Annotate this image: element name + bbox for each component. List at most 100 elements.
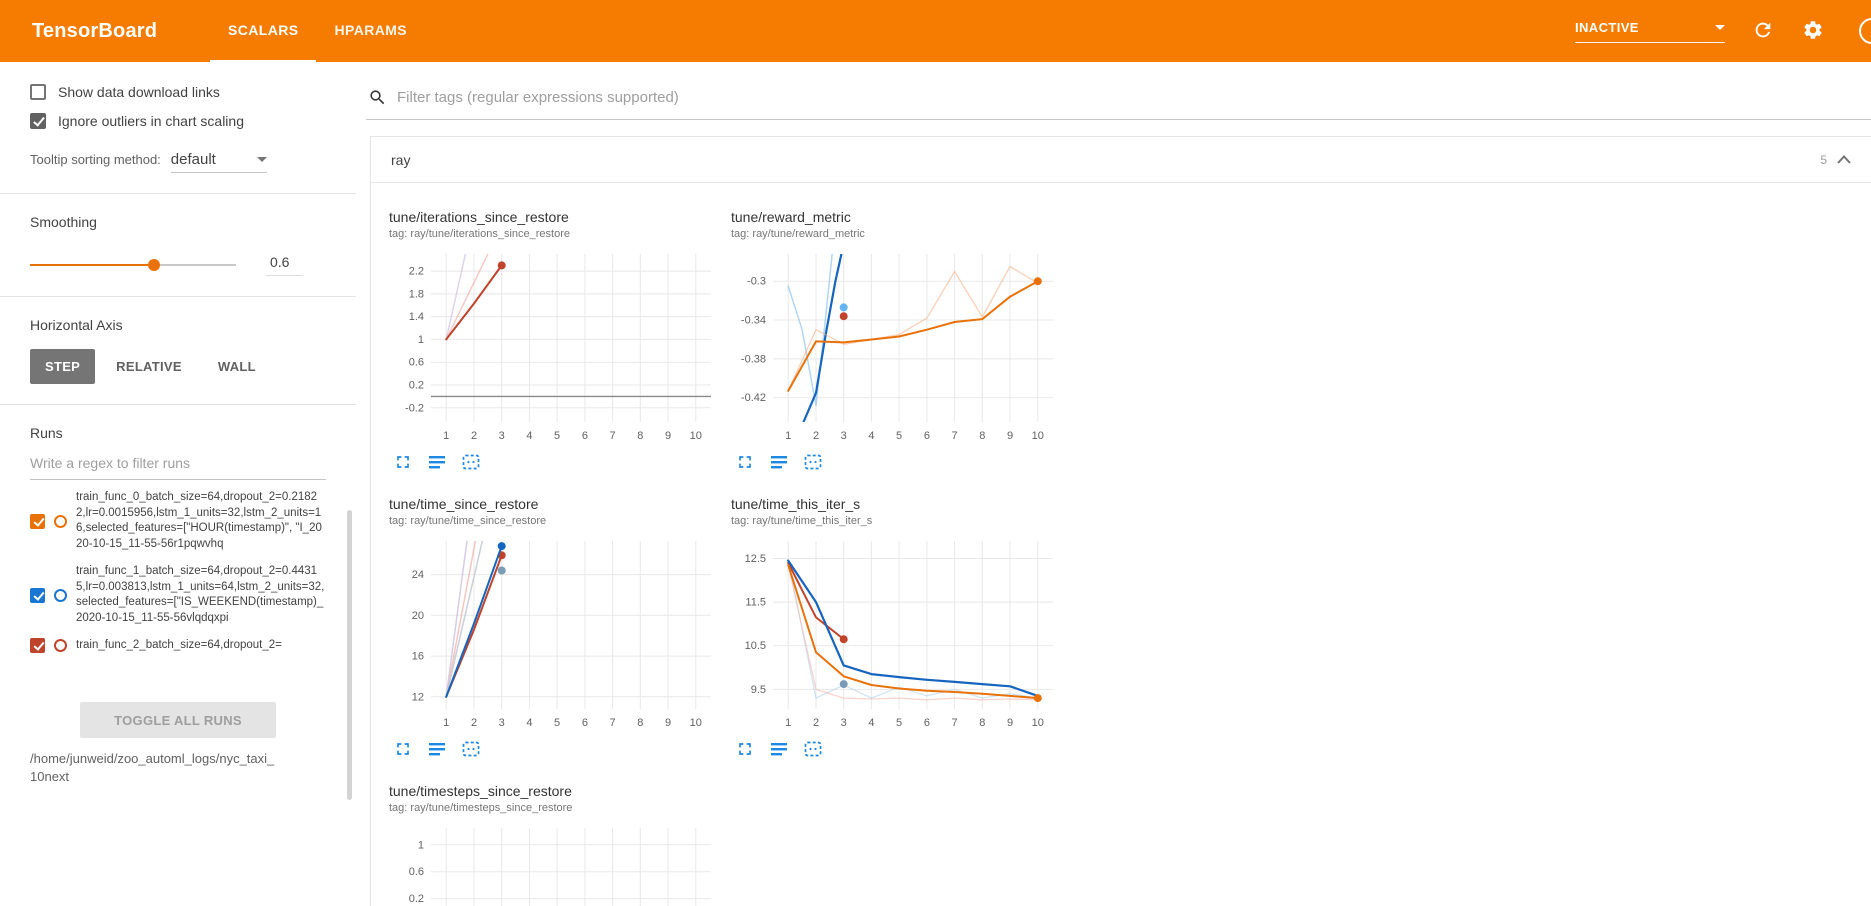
expand-chart-button[interactable] xyxy=(393,452,413,472)
svg-text:2: 2 xyxy=(471,717,477,729)
toggle-all-runs-button[interactable]: TOGGLE ALL RUNS xyxy=(80,702,276,738)
run-selector-button[interactable] xyxy=(769,452,789,472)
svg-text:7: 7 xyxy=(952,717,958,729)
axis-relative-button[interactable]: RELATIVE xyxy=(101,349,197,384)
search-icon xyxy=(370,90,385,105)
chart-card: tune/time_this_iter_s tag: ray/tune/time… xyxy=(731,496,1073,759)
sidebar-scrollbar[interactable] xyxy=(347,510,352,800)
chart-tag: tag: ray/tune/time_since_restore xyxy=(389,515,547,527)
tab-bar: SCALARS HPARAMS xyxy=(210,0,425,62)
run-checkbox-icon[interactable] xyxy=(30,587,45,603)
svg-text:-0.3: -0.3 xyxy=(747,276,766,288)
chevron-up-icon[interactable] xyxy=(1837,155,1851,164)
horizontal-axis-buttons: STEP RELATIVE WALL xyxy=(30,349,326,384)
svg-text:10: 10 xyxy=(690,717,702,729)
run-item[interactable]: train_func_2_batch_size=64,dropout_2= xyxy=(30,638,326,654)
tag-filter-input[interactable] xyxy=(397,89,1871,106)
svg-text:-0.34: -0.34 xyxy=(741,315,766,327)
svg-text:4: 4 xyxy=(526,430,532,442)
run-selector-button[interactable] xyxy=(769,739,789,759)
svg-text:3: 3 xyxy=(499,430,505,442)
svg-text:9: 9 xyxy=(665,430,671,442)
fit-domain-button[interactable] xyxy=(803,452,823,472)
tab-scalars[interactable]: SCALARS xyxy=(210,0,317,62)
svg-text:9: 9 xyxy=(665,717,671,729)
show-download-links-checkbox[interactable]: Show data download links xyxy=(30,84,326,100)
ray-section-header[interactable]: ray 5 xyxy=(371,137,1871,183)
expand-chart-button[interactable] xyxy=(393,739,413,759)
chart-actions xyxy=(731,739,1073,759)
run-radio-icon[interactable] xyxy=(54,588,67,602)
svg-text:12.5: 12.5 xyxy=(745,553,766,565)
tooltip-sorting-select[interactable]: default xyxy=(170,151,267,173)
svg-text:1.4: 1.4 xyxy=(409,311,424,323)
charts-grid: tune/iterations_since_restore tag: ray/t… xyxy=(371,183,1411,906)
chart-card: tune/reward_metric tag: ray/tune/reward_… xyxy=(731,209,1073,472)
expand-chart-button[interactable] xyxy=(735,452,755,472)
smoothing-value[interactable]: 0.6 xyxy=(266,254,304,276)
svg-text:5: 5 xyxy=(896,430,902,442)
refresh-button[interactable] xyxy=(1751,19,1775,43)
run-selector-button[interactable] xyxy=(427,452,447,472)
reload-status-select[interactable]: INACTIVE xyxy=(1575,20,1725,43)
chart-card: tune/timesteps_since_restore tag: ray/tu… xyxy=(389,783,731,906)
axis-wall-button[interactable]: WALL xyxy=(203,349,271,384)
tab-hparams[interactable]: HPARAMS xyxy=(334,22,408,38)
run-item[interactable]: train_func_1_batch_size=64,dropout_2=0.4… xyxy=(30,564,326,626)
chart-tag: tag: ray/tune/timesteps_since_restore xyxy=(389,802,573,814)
lines-icon xyxy=(429,456,445,469)
svg-text:2.2: 2.2 xyxy=(409,266,424,278)
lines-icon xyxy=(771,456,787,469)
show-download-links-label: Show data download links xyxy=(58,84,220,100)
run-item[interactable]: train_func_0_batch_size=64,dropout_2=0.2… xyxy=(30,490,326,552)
run-label: train_func_0_batch_size=64,dropout_2=0.2… xyxy=(76,491,322,550)
fit-domain-button[interactable] xyxy=(803,739,823,759)
chart-title: tune/reward_metric xyxy=(731,209,851,225)
gear-icon xyxy=(1804,21,1822,39)
svg-text:8: 8 xyxy=(979,717,985,729)
svg-text:0.2: 0.2 xyxy=(409,380,424,392)
run-checkbox-icon[interactable] xyxy=(30,638,45,654)
svg-text:-0.2: -0.2 xyxy=(405,402,424,414)
svg-text:3: 3 xyxy=(841,430,847,442)
run-checkbox-icon[interactable] xyxy=(30,513,45,529)
fit-domain-button[interactable] xyxy=(461,739,481,759)
axis-step-button[interactable]: STEP xyxy=(30,349,96,384)
divider xyxy=(0,296,356,297)
fit-domain-button[interactable] xyxy=(461,452,481,472)
smoothing-row: 0.6 xyxy=(30,254,326,276)
status-label: INACTIVE xyxy=(1575,19,1639,35)
ignore-outliers-checkbox[interactable]: Ignore outliers in chart scaling xyxy=(30,113,326,129)
run-radio-icon[interactable] xyxy=(54,514,67,528)
svg-text:1: 1 xyxy=(785,430,791,442)
svg-text:16: 16 xyxy=(412,651,424,663)
runs-filter-input[interactable] xyxy=(30,445,326,480)
run-radio-icon[interactable] xyxy=(54,639,67,653)
checkbox-unchecked-icon xyxy=(30,84,46,100)
svg-text:3: 3 xyxy=(499,717,505,729)
run-selector-button[interactable] xyxy=(427,739,447,759)
smoothing-slider[interactable] xyxy=(30,258,236,272)
expand-chart-button[interactable] xyxy=(735,739,755,759)
svg-text:6: 6 xyxy=(582,717,588,729)
svg-text:5: 5 xyxy=(554,430,560,442)
tooltip-sorting-row: Tooltip sorting method: default xyxy=(30,151,326,173)
chart-plot[interactable]: 1 2 3 4 5 6 7 8 9 10 9.5 10.5 11.5 12.5 xyxy=(731,535,1061,735)
svg-text:1: 1 xyxy=(418,334,424,346)
chart-card: tune/time_since_restore tag: ray/tune/ti… xyxy=(389,496,731,759)
settings-button[interactable] xyxy=(1801,19,1825,43)
svg-text:8: 8 xyxy=(637,430,643,442)
chart-plot[interactable]: 1 2 3 4 5 6 7 8 9 10 -0.2 0.2 0.6 1 1.4 1.8 2.2 xyxy=(389,248,719,448)
svg-text:1: 1 xyxy=(443,430,449,442)
run-label: train_func_2_batch_size=64,dropout_2= xyxy=(76,639,282,652)
slider-thumb-icon[interactable] xyxy=(147,259,160,271)
svg-text:7: 7 xyxy=(610,430,616,442)
chart-plot[interactable]: 1 2 3 4 5 6 7 8 9 10 -0.42 -0.38 -0.34 -0.3 xyxy=(731,248,1061,448)
svg-text:9: 9 xyxy=(1007,717,1013,729)
svg-text:1.8: 1.8 xyxy=(409,288,424,300)
ray-section-card: ray 5 tune/iterations_since_restore tag:… xyxy=(370,136,1871,906)
expand-icon xyxy=(397,743,409,755)
refresh-icon xyxy=(1755,22,1771,38)
